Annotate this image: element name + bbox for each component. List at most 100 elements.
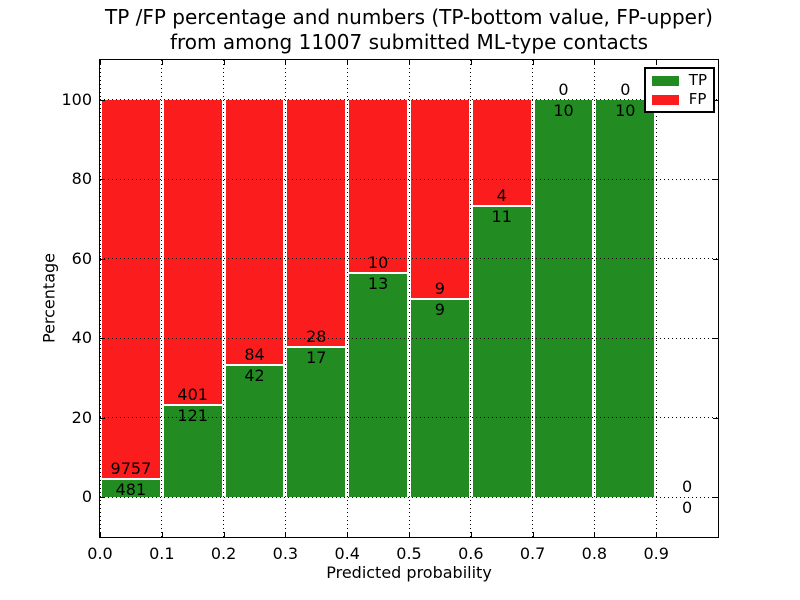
chart-title: TP /FP percentage and numbers (TP-bottom… (99, 5, 719, 55)
x-tick-mark-bottom (100, 532, 101, 537)
tp-count-label: 0 (682, 498, 693, 518)
fp-count-label: 0 (682, 477, 693, 497)
x-gridline (99, 60, 101, 537)
x-gridline (655, 60, 657, 537)
fp-bar-segment (287, 99, 346, 347)
x-tick-mark-top (594, 60, 596, 65)
tp-count-label: 10 (615, 100, 636, 120)
tp-count-label: 11 (491, 206, 512, 226)
y-tick-mark-right (713, 99, 718, 101)
x-gridline (470, 60, 472, 537)
fp-count-label: 0 (558, 79, 569, 99)
x-tick-label: 0.9 (643, 544, 669, 563)
tp-count-label: 9 (434, 299, 445, 319)
y-tick-mark-right (713, 417, 718, 419)
x-tick-mark-top (161, 60, 163, 65)
y-tick-mark-right (713, 338, 718, 340)
fp-count-label: 10 (367, 252, 389, 272)
x-gridline (223, 60, 225, 537)
x-tick-mark-bottom (594, 532, 596, 537)
tp-bar-segment (102, 479, 160, 498)
fp-count-label: 401 (177, 385, 208, 405)
x-tick-label: 0.1 (149, 544, 175, 563)
fp-bar-segment (102, 99, 160, 478)
x-tick-mark-top (409, 60, 410, 65)
y-tick-label: 60 (71, 248, 92, 268)
x-tick-label: 0.7 (519, 544, 546, 563)
x-gridline (346, 60, 348, 537)
x-tick-mark-top (656, 60, 658, 65)
fp-bar-segment (349, 99, 407, 272)
plot-area: TP FP (99, 59, 719, 538)
x-tick-label: 0.6 (458, 544, 484, 563)
tp-bar-segment (472, 206, 531, 498)
fp-count-label: 4 (496, 185, 507, 205)
x-tick-label: 0.0 (87, 544, 113, 563)
y-tick-mark-left (100, 179, 105, 181)
x-tick-label: 0.2 (210, 544, 237, 563)
tp-bar-segment (411, 299, 469, 498)
chart-title-line1: TP /FP percentage and numbers (TP-bottom… (105, 5, 713, 29)
x-tick-mark-bottom (161, 532, 163, 537)
legend: TP FP (643, 67, 715, 113)
x-tick-label: 0.4 (334, 544, 360, 563)
x-tick-mark-top (223, 60, 225, 65)
tp-count-label: 42 (244, 365, 265, 385)
tp-count-label: 17 (306, 348, 327, 368)
chart-title-line2: from among 11007 submitted ML-type conta… (169, 30, 649, 54)
fp-count-label: 84 (244, 344, 265, 364)
x-gridline (161, 60, 163, 537)
x-tick-label: 0.5 (396, 544, 422, 563)
tp-legend-label: TP (688, 71, 707, 89)
y-tick-label: 100 (61, 89, 92, 109)
tp-bar-segment (163, 406, 222, 498)
x-gridline (593, 60, 595, 537)
x-gridline (284, 60, 286, 537)
x-tick-mark-top (470, 60, 472, 65)
tp-count-label: 10 (553, 100, 574, 120)
fp-legend-swatch (651, 94, 679, 105)
tp-count-label: 121 (177, 406, 208, 426)
x-tick-label: 0.8 (581, 544, 608, 563)
x-gridline (408, 60, 410, 537)
x-tick-mark-top (285, 60, 287, 65)
y-tick-mark-left (100, 338, 105, 340)
x-tick-mark-top (100, 60, 101, 65)
tp-bar-segment (349, 273, 407, 498)
y-tick-mark-right (713, 497, 718, 499)
x-tick-mark-top (532, 60, 534, 65)
y-tick-mark-right (713, 179, 718, 181)
y-tick-mark-left (100, 497, 105, 499)
x-tick-mark-bottom (347, 532, 349, 537)
tp-bar-segment (225, 365, 284, 498)
tp-bar-segment (534, 99, 593, 498)
x-tick-mark-bottom (223, 532, 225, 537)
legend-entry-fp: FP (651, 90, 707, 108)
x-tick-mark-bottom (532, 532, 534, 537)
tp-bar-segment (287, 348, 346, 498)
x-tick-label: 0.3 (272, 544, 299, 563)
x-axis-title: Predicted probability (326, 563, 492, 582)
y-tick-mark-right (713, 258, 718, 260)
x-tick-mark-top (347, 60, 349, 65)
tp-count-label: 481 (115, 479, 147, 499)
y-tick-label: 0 (81, 487, 92, 507)
fp-bar-segment (411, 99, 469, 298)
x-tick-mark-bottom (470, 532, 472, 537)
x-tick-mark-bottom (409, 532, 410, 537)
fp-count-label: 9 (434, 278, 445, 298)
y-tick-mark-left (100, 99, 105, 101)
y-tick-label: 20 (71, 407, 92, 427)
y-tick-label: 40 (71, 328, 92, 348)
x-tick-mark-bottom (656, 532, 658, 537)
x-gridline (532, 60, 534, 537)
legend-entry-tp: TP (651, 71, 707, 89)
fp-bar-segment (163, 99, 222, 405)
fp-legend-label: FP (688, 90, 707, 108)
y-tick-mark-left (100, 258, 105, 260)
fp-count-label: 0 (620, 79, 631, 99)
x-tick-mark-bottom (285, 532, 287, 537)
y-tick-mark-left (100, 417, 105, 419)
tp-bar-segment (596, 99, 655, 498)
